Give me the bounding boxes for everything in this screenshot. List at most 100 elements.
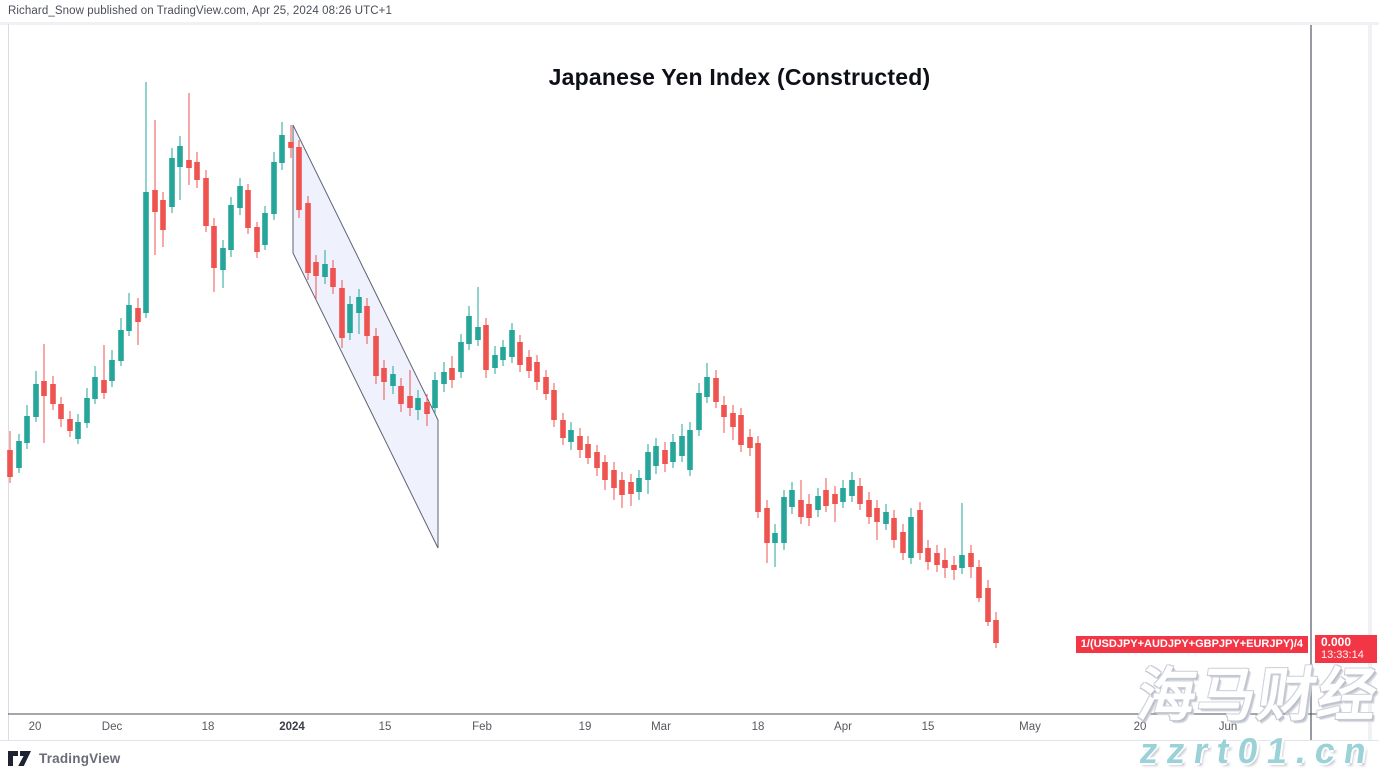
- candle: [993, 612, 999, 648]
- candle: [194, 152, 200, 188]
- candle: [509, 323, 515, 363]
- candle: [526, 350, 532, 378]
- bar-countdown: 13:33:14: [1321, 649, 1364, 661]
- x-axis-tick-label: 20: [28, 721, 42, 733]
- x-axis-tick-label: 18: [201, 721, 215, 733]
- candle: [381, 360, 387, 400]
- candle: [84, 388, 90, 428]
- candle: [237, 178, 243, 215]
- candle: [492, 346, 498, 374]
- candle: [135, 298, 141, 345]
- x-axis-tick-label: Jun: [1218, 721, 1238, 733]
- candle: [908, 508, 914, 564]
- watermark-url-text: zzrt01.cn: [1137, 730, 1378, 771]
- footer: TradingView: [8, 748, 120, 768]
- x-axis-tick-label: 15: [378, 721, 392, 733]
- candle: [636, 470, 642, 500]
- candle: [254, 222, 260, 258]
- candle: [449, 356, 455, 388]
- candle: [152, 120, 158, 255]
- candle: [840, 480, 846, 508]
- candle: [857, 478, 863, 510]
- candle: [798, 480, 804, 524]
- candle: [101, 345, 107, 399]
- candle: [951, 556, 957, 580]
- candle: [789, 482, 795, 514]
- tradingview-brand-text[interactable]: TradingView: [39, 750, 121, 766]
- x-axis-tick-label: Feb: [472, 721, 492, 733]
- candle: [432, 372, 438, 414]
- candle: [738, 408, 744, 452]
- candle: [866, 492, 872, 524]
- candle: [50, 376, 56, 410]
- candle: [730, 405, 736, 440]
- last-price-label[interactable]: 0.000 13:33:14: [1315, 635, 1377, 663]
- candle: [288, 125, 294, 158]
- candle: [169, 148, 175, 213]
- x-axis: 20 Dec 18 2024 15 Feb 19 Mar 18 Apr 15 May 20 Jun: [0, 714, 1379, 741]
- candle: [891, 510, 897, 548]
- x-axis-tick-label: Apr: [834, 721, 852, 733]
- candle: [279, 122, 285, 170]
- frame-border-bottom: [0, 740, 1379, 741]
- candle: [764, 500, 770, 563]
- candle: [517, 335, 523, 372]
- x-axis-tick-label: May: [1019, 721, 1041, 733]
- symbol-formula-label[interactable]: 1/(USDJPY+AUDJPY+GBPJPY+EURJPY)/4: [1075, 636, 1308, 653]
- candle: [874, 500, 880, 540]
- candle: [441, 362, 447, 392]
- x-axis-tick-label: Dec: [101, 721, 123, 733]
- candle: [483, 318, 489, 378]
- candle: [339, 280, 345, 348]
- candle: [772, 524, 778, 567]
- candle: [883, 504, 889, 530]
- candle: [313, 255, 319, 300]
- candle: [118, 318, 124, 366]
- candle: [704, 363, 710, 403]
- candle: [755, 436, 761, 518]
- candle: [33, 371, 39, 422]
- candle: [330, 260, 336, 294]
- candle: [942, 548, 948, 578]
- candle: [109, 350, 115, 387]
- frame-border-left: [8, 24, 9, 741]
- frame-border-top: [0, 22, 1379, 25]
- x-axis-tick-label: 20: [1133, 721, 1147, 733]
- candle: [92, 366, 98, 404]
- chart-title: Japanese Yen Index (Constructed): [548, 64, 931, 90]
- candle: [41, 344, 47, 443]
- candle: [781, 490, 787, 550]
- last-price-value: 0.000: [1321, 635, 1352, 649]
- candle: [823, 478, 829, 512]
- candle: [296, 140, 302, 218]
- candle: [356, 289, 362, 334]
- candle: [968, 545, 974, 578]
- candle: [322, 250, 328, 284]
- candle: [398, 378, 404, 412]
- candle: [670, 434, 676, 468]
- x-axis-tick-label: 18: [751, 721, 765, 733]
- candle: [568, 422, 574, 450]
- candle: [560, 413, 566, 445]
- candle: [721, 396, 727, 433]
- candle: [186, 93, 192, 185]
- candle: [976, 560, 982, 602]
- parallel-channel-drawing[interactable]: [292, 124, 439, 549]
- candle: [849, 472, 855, 502]
- candle: [305, 196, 311, 280]
- candle: [747, 429, 753, 456]
- candle: [687, 422, 693, 476]
- candle: [75, 414, 81, 444]
- candle: [228, 197, 234, 257]
- publish-credit: Richard_Snow published on TradingView.co…: [8, 5, 392, 17]
- candle: [271, 152, 277, 220]
- candle: [917, 502, 923, 560]
- candle: [160, 192, 166, 247]
- tradingview-logo-icon[interactable]: [8, 750, 32, 766]
- candle: [594, 445, 600, 476]
- candle: [645, 444, 651, 494]
- candle: [619, 472, 625, 508]
- candle: [696, 383, 702, 436]
